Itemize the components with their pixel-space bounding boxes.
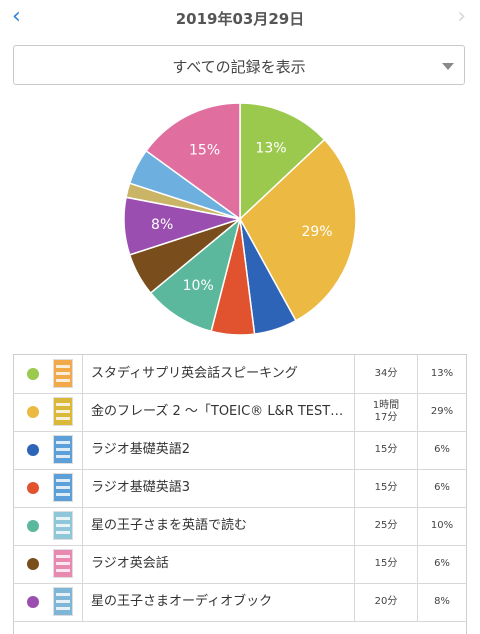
record-title: スタディサプリ英会話スピーキング <box>91 366 298 381</box>
record-duration: 25分 <box>374 520 398 531</box>
book-cover-icon <box>53 587 73 616</box>
column-divider <box>354 393 355 431</box>
record-duration: 15分 <box>374 558 398 569</box>
color-dot-icon <box>27 368 39 380</box>
record-percent: 6% <box>434 444 450 455</box>
column-divider <box>82 431 83 469</box>
color-dot-icon <box>27 520 39 532</box>
record-title: 星の王子さまを英語で読む <box>91 518 248 533</box>
record-title: 金のフレーズ 2 〜「TOEIC® L&R TEST… <box>91 404 344 419</box>
column-divider <box>354 469 355 507</box>
record-title: ラジオ基礎英語2 <box>91 442 191 457</box>
record-duration: 20分 <box>374 596 398 607</box>
record-percent: 10% <box>430 520 454 531</box>
record-row[interactable]: 星の王子さまオーディオブック 20分 8% <box>14 583 466 622</box>
record-row[interactable]: 星の王子さまを英語で読む 25分 10% <box>14 507 466 546</box>
record-percent: 29% <box>430 406 454 417</box>
column-divider <box>82 469 83 507</box>
record-title: 星の王子さまオーディオブック <box>91 594 273 609</box>
pie-slice <box>149 216 242 333</box>
record-row[interactable]: ラジオ基礎英語3 15分 6% <box>14 469 466 508</box>
color-dot-icon <box>27 444 39 456</box>
book-cover-icon <box>53 435 73 464</box>
record-title: ラジオ英会話 <box>91 556 169 571</box>
dropdown-caret-icon <box>442 63 454 70</box>
date-title: 2019年03月29日 <box>175 10 305 28</box>
column-divider <box>417 431 418 469</box>
record-filter-select[interactable]: すべての記録を表示 <box>13 45 465 85</box>
column-divider <box>82 355 83 393</box>
record-row[interactable]: ラジオ英会話 15分 6% <box>14 545 466 584</box>
back-chevron-icon[interactable]: ‹ <box>12 4 21 29</box>
column-divider <box>354 355 355 393</box>
column-divider <box>354 507 355 545</box>
record-duration: 34分 <box>374 368 398 379</box>
column-divider <box>354 545 355 583</box>
top-nav-bar: ‹ 2019年03月29日 › <box>0 0 480 36</box>
pie-slice <box>239 102 326 221</box>
record-percent: 6% <box>434 482 450 493</box>
pie-slice-label: 15% <box>189 143 220 159</box>
record-duration: 15分 <box>374 482 398 493</box>
column-divider <box>82 393 83 431</box>
record-list: スタディサプリ英会話スピーキング 34分 13% 金のフレーズ 2 〜「TOEIC® … <box>13 354 467 634</box>
column-divider <box>417 545 418 583</box>
book-cover-icon <box>53 397 73 426</box>
column-divider <box>82 583 83 621</box>
record-duration: 15分 <box>374 444 398 455</box>
record-row[interactable]: ラジオ基礎英語2 15分 6% <box>14 431 466 470</box>
record-percent: 13% <box>430 368 454 379</box>
forward-chevron-icon[interactable]: › <box>457 4 466 29</box>
pie-slice-label: 10% <box>183 278 214 294</box>
color-dot-icon <box>27 482 39 494</box>
column-divider <box>417 393 418 431</box>
pie-slice <box>239 138 357 322</box>
color-dot-icon <box>27 406 39 418</box>
column-divider <box>417 355 418 393</box>
record-percent: 8% <box>434 596 450 607</box>
column-divider <box>417 583 418 621</box>
book-cover-icon <box>53 549 73 578</box>
pie-slice-label: 13% <box>255 140 286 156</box>
record-row[interactable]: 金のフレーズ 2 〜「TOEIC® L&R TEST… 1時間 17分 29% <box>14 393 466 432</box>
column-divider <box>354 583 355 621</box>
pie-slice-label: 29% <box>301 224 332 240</box>
record-row[interactable]: スタディサプリ英会話スピーキング 34分 13% <box>14 355 466 394</box>
record-percent: 6% <box>434 558 450 569</box>
column-divider <box>417 469 418 507</box>
study-time-pie-chart: 13% 29% 10% 8% 15% <box>123 102 357 336</box>
pie-slice-label: 8% <box>151 217 173 233</box>
book-cover-icon <box>53 511 73 540</box>
column-divider <box>82 507 83 545</box>
book-cover-icon <box>53 473 73 502</box>
color-dot-icon <box>27 596 39 608</box>
record-title: ラジオ基礎英語3 <box>91 480 191 495</box>
column-divider <box>354 431 355 469</box>
book-cover-icon <box>53 359 73 388</box>
record-filter-label: すべての記録を表示 <box>172 58 306 76</box>
column-divider <box>82 545 83 583</box>
color-dot-icon <box>27 558 39 570</box>
record-duration: 1時間 17分 <box>372 400 400 423</box>
pie-slice <box>145 102 241 221</box>
column-divider <box>417 507 418 545</box>
